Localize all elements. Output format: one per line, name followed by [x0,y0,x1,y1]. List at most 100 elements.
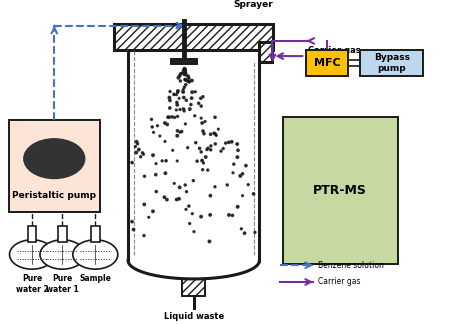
Point [182,121,189,126]
Point [237,226,245,231]
Point [188,78,196,83]
Point [182,207,190,212]
Text: Bypass
pump: Bypass pump [374,53,410,73]
Point [149,209,157,214]
Point [175,75,182,80]
Point [173,102,181,108]
Point [132,150,140,155]
Point [145,215,153,220]
Point [141,174,148,179]
Point [182,67,189,72]
Circle shape [73,240,118,269]
Point [178,129,185,134]
Point [179,70,186,75]
Point [206,212,214,217]
Circle shape [9,240,55,269]
Point [184,145,191,150]
Point [176,107,184,112]
Point [140,233,148,238]
Point [164,122,171,127]
Point [190,229,198,234]
Point [228,139,236,145]
Text: Benzene solution: Benzene solution [318,261,384,270]
Point [198,158,206,163]
Point [128,219,136,224]
Point [211,131,219,136]
Point [161,139,169,144]
Point [207,193,214,198]
Point [222,141,229,146]
Point [219,146,227,151]
Point [200,160,207,166]
Point [207,143,215,148]
Bar [182,279,205,296]
Point [152,172,160,177]
Point [150,130,157,135]
Point [211,184,219,189]
Point [173,133,181,138]
Point [234,204,241,209]
Point [166,98,174,103]
Point [161,195,168,200]
Point [173,197,181,202]
Point [176,130,183,135]
Text: Carrier gas: Carrier gas [308,46,360,54]
Point [148,124,156,130]
Point [140,202,148,207]
Point [174,114,182,119]
Point [140,152,147,157]
Point [229,170,237,175]
Point [181,67,189,72]
Point [199,94,207,99]
Point [164,115,172,120]
Point [202,155,210,160]
Point [162,171,169,176]
Point [212,133,220,138]
Point [152,161,160,166]
Bar [283,117,398,264]
Point [211,115,219,120]
Bar [171,59,198,64]
Point [223,182,231,188]
Point [234,148,242,153]
Point [189,211,196,216]
Point [182,182,189,188]
Point [242,163,250,168]
Bar [114,24,273,50]
Point [185,203,193,209]
Point [239,171,246,176]
Point [169,148,176,153]
Point [195,101,202,106]
Point [163,197,171,202]
Point [161,121,169,126]
Point [181,85,188,90]
Point [134,141,141,146]
Point [197,96,205,101]
Point [181,77,189,82]
Text: MFC: MFC [314,58,341,68]
Bar [306,50,348,76]
Point [207,147,215,153]
Text: Pure
water 2: Pure water 2 [16,274,48,294]
Point [128,160,136,165]
Point [210,131,218,136]
Point [200,131,208,136]
Point [179,87,187,92]
Point [173,158,181,164]
Point [165,95,173,100]
Point [177,71,184,76]
Point [181,72,188,77]
Point [182,72,190,77]
Text: PTR-MS: PTR-MS [313,184,367,197]
Point [217,148,225,154]
Point [176,73,183,78]
Bar [9,120,100,212]
Point [188,89,196,95]
Point [191,89,199,94]
Point [201,119,209,124]
Point [239,193,246,198]
Text: Peristaltic pump: Peristaltic pump [12,191,96,200]
Point [186,107,193,112]
Point [204,168,211,173]
Point [185,79,193,85]
